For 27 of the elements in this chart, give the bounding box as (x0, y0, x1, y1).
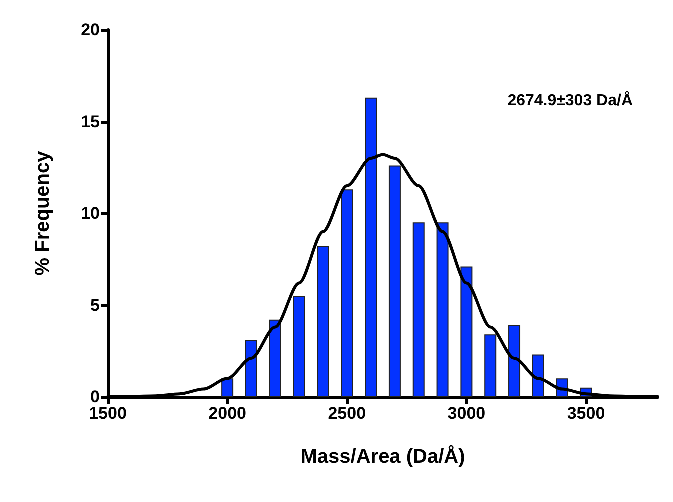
y-tick-label: 20 (81, 20, 100, 40)
bar (532, 354, 544, 397)
bar (317, 246, 330, 397)
bar (484, 334, 497, 397)
y-tick-label: 0 (90, 388, 100, 406)
bar (245, 340, 258, 397)
x-tick-label: 3500 (567, 404, 606, 423)
bar (222, 378, 234, 397)
bar (269, 320, 282, 397)
bar (293, 296, 306, 397)
bar (460, 266, 473, 397)
bar (412, 222, 425, 397)
bar (508, 325, 521, 397)
bar (341, 190, 354, 397)
bar (388, 166, 401, 397)
bar (365, 98, 378, 397)
y-tick-label: 15 (81, 112, 100, 132)
x-tick-label: 2000 (208, 404, 246, 423)
annotation: 2674.9±303 Da/Å (508, 90, 634, 110)
y-tick-label: 5 (90, 296, 100, 315)
x-axis-title: Mass/Area (Da/Å) (300, 445, 466, 468)
x-tick-label: 3000 (448, 404, 486, 423)
y-axis-title: % Frequency (32, 150, 54, 276)
y-tick-label: 10 (81, 204, 100, 223)
x-tick-label: 1500 (89, 404, 127, 423)
bar (436, 222, 449, 397)
x-tick-label: 2500 (328, 404, 366, 423)
